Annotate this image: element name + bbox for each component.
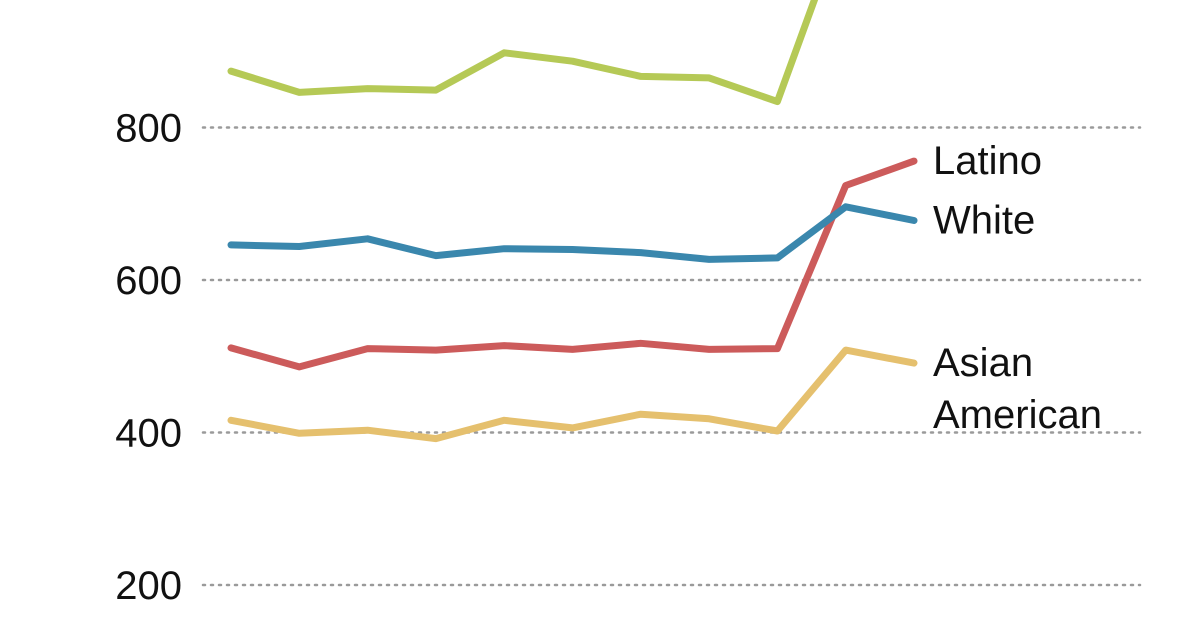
series-line-unlabeled [227,0,819,106]
y-axis-tick-labels: 200 400 600 800 [115,107,182,609]
series-label-asian-american: Asian American [933,341,1102,437]
y-tick-label: 400 [115,412,182,456]
series-label-latino: Latino [933,139,1042,183]
y-tick-label: 600 [115,259,182,303]
series-lines [227,0,918,443]
series-line-latino [227,157,918,371]
series-label-white: White [933,199,1035,243]
series-labels: Latino White Asian American [933,139,1102,437]
series-line-white [227,203,918,263]
y-tick-label: 800 [115,107,182,151]
series-line-asian-american [227,346,918,443]
y-tick-label: 200 [115,564,182,608]
